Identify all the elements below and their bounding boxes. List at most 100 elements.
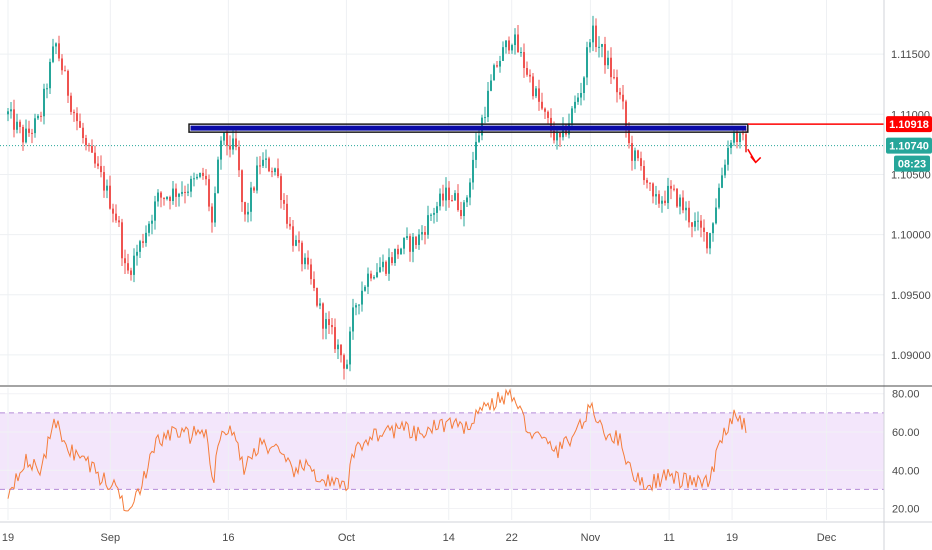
candle-162 <box>493 63 495 81</box>
candle-body-167 <box>508 40 510 51</box>
candle-24 <box>79 113 81 128</box>
candle-body-99 <box>304 257 306 265</box>
rsi-tick-label-3: 80.00 <box>892 389 920 401</box>
candle-body-0 <box>7 111 9 115</box>
candle-88 <box>271 167 273 178</box>
candle-body-68 <box>211 206 213 223</box>
candle-170 <box>517 24 519 53</box>
candle-body-27 <box>88 145 90 147</box>
candle-body-220 <box>667 185 669 204</box>
candle-106 <box>325 312 327 340</box>
candle-241 <box>730 139 732 155</box>
candle-body-188 <box>571 108 573 124</box>
candle-151 <box>460 201 462 220</box>
candle-138 <box>421 225 423 241</box>
candle-body-194 <box>589 42 591 48</box>
candle-body-222 <box>673 188 675 190</box>
candle-128 <box>391 251 393 266</box>
candle-202 <box>613 69 615 80</box>
candle-body-5 <box>22 126 24 143</box>
candle-2 <box>13 99 15 138</box>
candle-74 <box>229 135 231 158</box>
candle-197 <box>598 36 600 58</box>
candle-224 <box>679 194 681 215</box>
candle-221 <box>670 180 672 200</box>
candle-172 <box>523 43 525 78</box>
candle-body-244 <box>739 133 741 142</box>
rsi-series-line <box>7 388 747 512</box>
candle-64 <box>199 172 201 179</box>
candle-body-83 <box>256 165 258 191</box>
candle-25 <box>82 122 84 144</box>
candle-225 <box>682 190 684 214</box>
candle-body-73 <box>226 131 228 146</box>
candle-53 <box>166 195 168 201</box>
candle-20 <box>67 69 69 103</box>
candle-94 <box>289 217 291 230</box>
candle-body-227 <box>688 207 690 223</box>
candle-154 <box>469 178 471 206</box>
candle-body-213 <box>646 180 648 183</box>
candle-232 <box>703 219 705 242</box>
candle-3 <box>16 113 18 134</box>
candle-85 <box>262 152 264 169</box>
candle-body-105 <box>322 303 324 329</box>
candle-body-146 <box>445 187 447 201</box>
candle-body-103 <box>316 288 318 306</box>
candle-216 <box>655 185 657 205</box>
candle-body-79 <box>244 202 246 215</box>
candle-79 <box>244 201 246 222</box>
candle-body-157 <box>478 135 480 142</box>
candle-119 <box>364 285 366 292</box>
candle-149 <box>454 190 456 201</box>
candle-196 <box>595 18 597 53</box>
candle-body-153 <box>466 197 468 203</box>
candle-110 <box>337 339 339 359</box>
candle-body-125 <box>382 261 384 268</box>
candle-125 <box>382 254 384 272</box>
candle-31 <box>100 155 102 178</box>
candle-115 <box>352 298 354 340</box>
candle-body-131 <box>400 248 402 255</box>
candle-body-30 <box>97 163 99 167</box>
candle-body-70 <box>217 159 219 194</box>
candle-body-4 <box>19 121 21 127</box>
candle-body-152 <box>463 202 465 217</box>
candle-97 <box>298 231 300 252</box>
time-tick-label-8: 19 <box>726 532 738 544</box>
candle-body-183 <box>556 132 558 141</box>
candle-30 <box>97 156 99 170</box>
candle-42 <box>133 248 135 283</box>
candle-124 <box>379 257 381 273</box>
candle-213 <box>646 177 648 189</box>
candle-19 <box>64 65 66 72</box>
candle-body-45 <box>142 241 144 243</box>
candle-118 <box>361 281 363 312</box>
candle-121 <box>370 270 372 282</box>
candle-body-89 <box>274 168 276 172</box>
rsi-tick-label-2: 60.00 <box>892 427 920 439</box>
time-tick-label-3: Oct <box>338 532 355 544</box>
candle-body-185 <box>562 125 564 138</box>
candle-body-90 <box>277 168 279 177</box>
price-grid <box>0 0 884 385</box>
candle-body-156 <box>475 141 477 160</box>
candle-body-135 <box>412 236 414 252</box>
candle-body-165 <box>502 47 504 61</box>
candle-98 <box>301 240 303 272</box>
candle-223 <box>676 187 678 209</box>
candle-body-230 <box>697 220 699 222</box>
candle-69 <box>214 186 216 227</box>
candle-body-21 <box>70 95 72 112</box>
time-tick-label-0: 19 <box>2 532 14 544</box>
candle-body-160 <box>487 90 489 118</box>
candle-180 <box>547 110 549 125</box>
candle-49 <box>154 195 156 230</box>
rsi-tick-label-0: 20.00 <box>892 504 920 516</box>
countdown-badge: 08:23 <box>894 155 930 172</box>
candle-body-2 <box>13 109 15 130</box>
candle-body-175 <box>532 76 534 97</box>
candle-body-215 <box>652 183 654 197</box>
